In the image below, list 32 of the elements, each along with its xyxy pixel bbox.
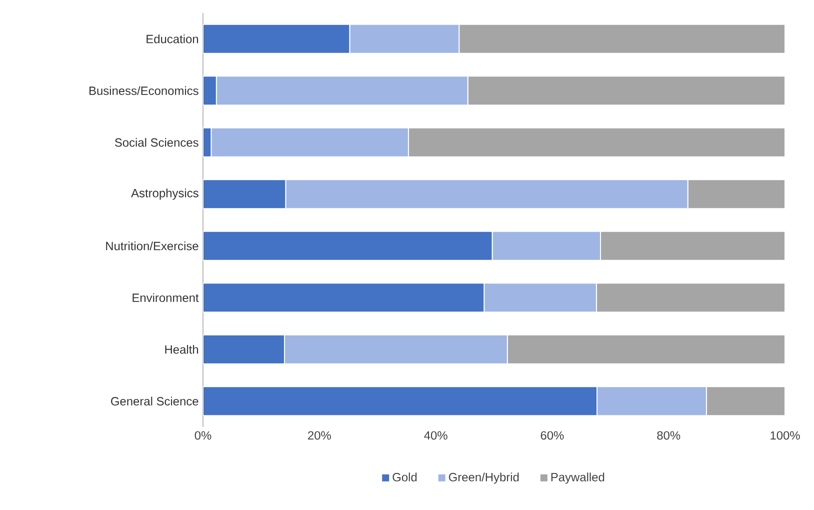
- bar: [203, 230, 493, 261]
- bar: [408, 127, 786, 158]
- bar: [506, 334, 786, 364]
- bar: [467, 76, 786, 106]
- bar: [687, 179, 786, 210]
- bar: [458, 24, 786, 54]
- bar: [203, 334, 285, 364]
- x-tick-label: 20%: [308, 431, 331, 440]
- bar: [596, 282, 786, 313]
- bar: [203, 179, 286, 210]
- y-tick-label: Astrophysics: [131, 188, 198, 200]
- legend-label: Gold: [392, 472, 417, 482]
- x-tick-label: 60%: [540, 431, 564, 440]
- bar: [203, 386, 598, 416]
- bar: [600, 230, 786, 261]
- x-tick-label: 0%: [194, 431, 212, 440]
- y-tick-label: Social Sciences: [114, 138, 198, 147]
- bar: [203, 24, 350, 54]
- legend-label: Paywalled: [551, 472, 604, 484]
- y-tick-label: Health: [165, 344, 198, 354]
- x-tick-label: 100%: [770, 431, 800, 440]
- y-tick-label: General Science: [111, 396, 198, 406]
- bar: [203, 76, 216, 106]
- legend-label: Green/Hybrid: [448, 472, 519, 484]
- y-tick-label: Environment: [132, 293, 199, 302]
- y-tick-label: Business/Economics: [90, 86, 198, 96]
- y-tick-label: Nutrition/Exercise: [106, 241, 198, 250]
- y-tick-label: Education: [146, 34, 198, 44]
- x-tick-label: 80%: [657, 431, 680, 440]
- bar: [203, 282, 485, 313]
- x-tick-label: 40%: [424, 431, 448, 440]
- bar: [706, 386, 786, 416]
